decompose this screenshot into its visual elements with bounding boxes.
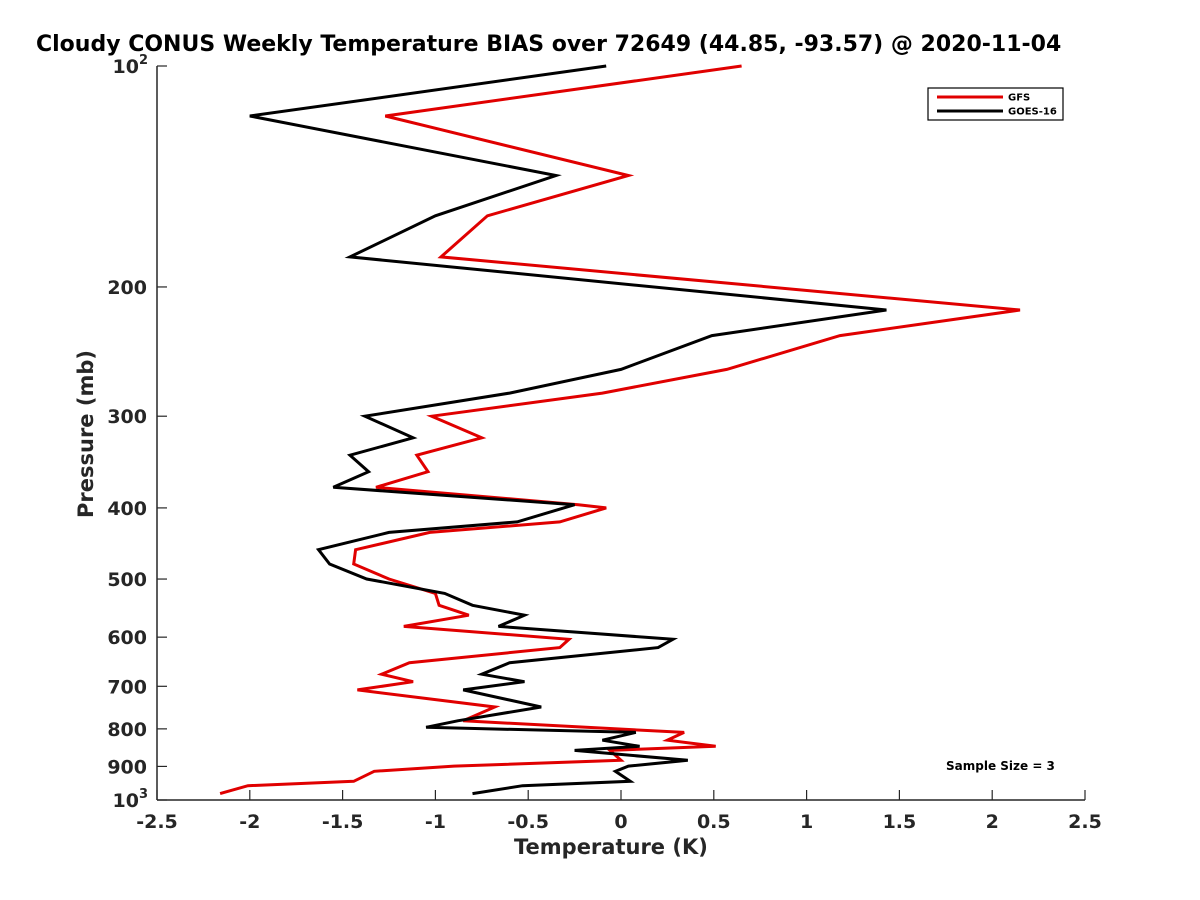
x-axis-label: Temperature (K) (514, 835, 708, 859)
series-layer (219, 64, 1021, 796)
y-tick-label: 900 (107, 756, 147, 778)
axes: -2.5 -2 -1.5 -1 -0.5 0 0.5 1 1.5 2 2.5 200 300 400 500… (107, 53, 1102, 833)
x-tick-label: 0 (614, 811, 627, 833)
series-line-gfs (219, 64, 1021, 796)
legend-label: GFS (1008, 93, 1030, 104)
x-tick-label: 2 (986, 811, 999, 833)
legend: GFS GOES-16 (927, 87, 1064, 121)
y-tick-label: 103 (113, 787, 149, 812)
y-tick-label: 800 (107, 719, 147, 741)
x-tick-label: 0.5 (697, 811, 731, 833)
x-tick-label: -1 (425, 811, 446, 833)
x-tick-label: -2 (239, 811, 260, 833)
legend-box (927, 87, 1064, 121)
y-tick-label: 400 (107, 498, 147, 520)
legend-label: GOES-16 (1008, 107, 1057, 118)
x-tick-label: -2.5 (136, 811, 178, 833)
x-tick-label: 2.5 (1068, 811, 1102, 833)
series-line-goes-16 (249, 64, 887, 796)
x-tick-label: 1.5 (883, 811, 917, 833)
chart-title: Cloudy CONUS Weekly Temperature BIAS ove… (36, 32, 1062, 57)
x-tick-label: 1 (800, 811, 813, 833)
x-tick-label: -0.5 (507, 811, 549, 833)
y-tick-label: 600 (107, 627, 147, 649)
x-tick-label: -1.5 (322, 811, 364, 833)
y-tick-label: 700 (107, 676, 147, 698)
y-tick-label: 102 (113, 53, 149, 78)
y-tick-label: 500 (107, 569, 147, 591)
y-tick-label: 200 (107, 277, 147, 299)
sample-size-annotation: Sample Size = 3 (946, 759, 1055, 773)
y-tick-label: 300 (107, 406, 147, 428)
